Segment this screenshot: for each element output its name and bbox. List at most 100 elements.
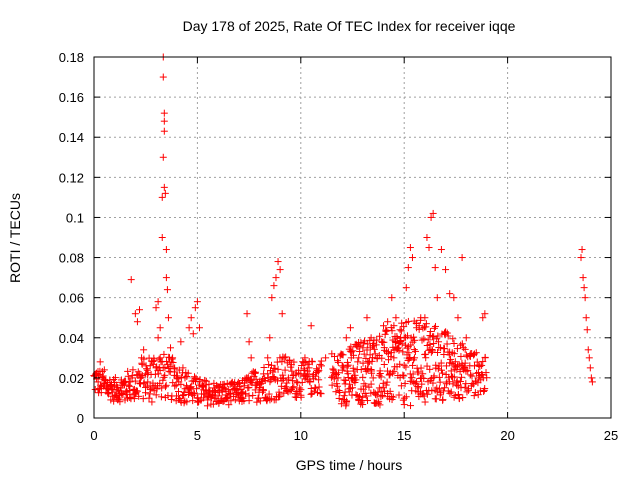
grid: [94, 57, 611, 418]
data-point: [444, 332, 452, 340]
data-point: [378, 354, 386, 362]
data-point: [384, 348, 392, 356]
y-tick-label: 0.18: [59, 50, 84, 65]
data-point: [381, 330, 389, 338]
data-point: [367, 369, 375, 377]
data-point: [386, 387, 394, 395]
data-point: [299, 358, 307, 366]
data-point: [218, 388, 226, 396]
data-point: [276, 393, 284, 401]
data-point: [414, 384, 422, 392]
data-point: [256, 397, 264, 405]
data-point: [482, 369, 490, 377]
data-point: [175, 378, 183, 386]
data-point: [342, 334, 350, 342]
data-point: [346, 380, 354, 388]
data-point: [231, 396, 239, 404]
data-point: [264, 354, 272, 362]
data-point: [370, 345, 378, 353]
data-point: [328, 350, 336, 358]
data-point: [581, 294, 589, 302]
data-point: [109, 386, 117, 394]
data-point: [584, 346, 592, 354]
data-point: [356, 392, 364, 400]
data-point: [422, 320, 430, 328]
data-point: [421, 350, 429, 358]
data-point: [458, 340, 466, 348]
data-point: [153, 385, 161, 393]
data-point: [392, 314, 400, 322]
data-point: [364, 340, 372, 348]
data-point: [475, 374, 483, 382]
data-point: [588, 378, 596, 386]
data-point: [292, 371, 300, 379]
data-point: [376, 367, 384, 375]
data-point: [374, 399, 382, 407]
data-point: [405, 355, 413, 363]
data-point: [423, 234, 431, 241]
data-point: [459, 344, 467, 352]
data-point: [402, 284, 410, 292]
data-point: [436, 391, 444, 399]
data-point: [447, 388, 455, 396]
data-point: [96, 358, 104, 366]
data-point: [185, 324, 193, 332]
data-point: [472, 349, 480, 357]
data-point: [235, 392, 243, 400]
data-point: [393, 345, 401, 353]
data-point: [301, 354, 309, 362]
data-point: [471, 362, 479, 370]
data-point: [162, 381, 170, 389]
data-point: [344, 361, 352, 369]
data-point: [411, 354, 419, 362]
data-point: [331, 370, 339, 378]
data-point: [392, 339, 400, 347]
data-point: [359, 393, 367, 401]
data-point: [418, 336, 426, 344]
data-point: [127, 276, 135, 284]
data-point: [193, 298, 201, 306]
data-point: [586, 364, 594, 372]
data-point: [173, 372, 181, 380]
data-point: [428, 387, 436, 395]
data-point: [270, 282, 278, 290]
x-axis-title: GPS time / hours: [296, 457, 403, 473]
data-point: [363, 365, 371, 373]
data-point: [243, 310, 251, 318]
data-point: [124, 372, 132, 380]
data-point: [266, 334, 274, 342]
data-point: [336, 352, 344, 360]
data-point: [316, 360, 324, 368]
data-point: [397, 327, 405, 335]
data-point: [290, 358, 298, 366]
data-point: [131, 310, 139, 318]
chart-title: Day 178 of 2025, Rate Of TEC Index for r…: [183, 18, 516, 34]
data-point: [443, 329, 451, 337]
data-point: [158, 234, 166, 241]
data-point: [113, 388, 121, 396]
data-point: [384, 318, 392, 326]
data-point: [447, 355, 455, 363]
data-point: [390, 322, 398, 330]
data-point: [359, 344, 367, 352]
data-point: [481, 385, 489, 393]
data-point: [380, 322, 388, 330]
data-point: [467, 371, 475, 379]
data-point: [131, 377, 139, 385]
data-point: [129, 386, 137, 394]
data-point: [403, 344, 411, 352]
data-point: [268, 294, 276, 302]
data-point: [298, 378, 306, 386]
data-point: [404, 317, 412, 325]
data-point: [410, 333, 418, 341]
data-point: [396, 326, 404, 334]
data-point: [426, 328, 434, 336]
data-point: [276, 266, 284, 274]
data-point: [437, 246, 445, 254]
data-point: [121, 396, 129, 404]
data-point: [423, 390, 431, 398]
data-point: [407, 402, 415, 410]
x-tick-label: 15: [397, 428, 411, 443]
data-point: [442, 328, 450, 336]
data-point: [450, 294, 458, 302]
